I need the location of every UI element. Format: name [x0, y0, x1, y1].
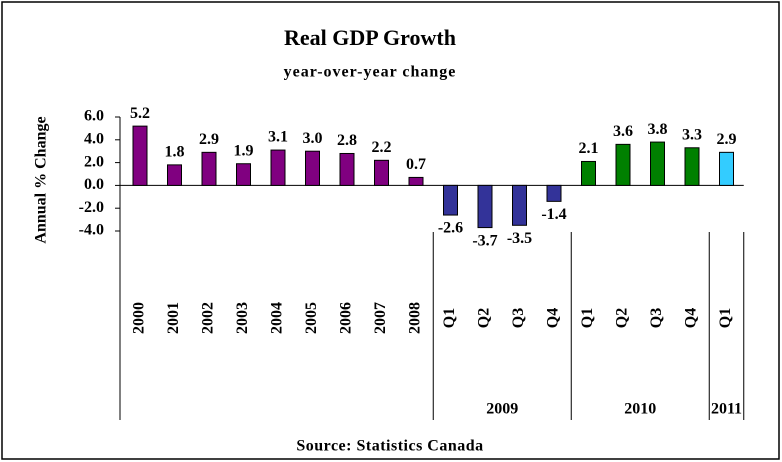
value-label: 0.7 — [406, 156, 426, 173]
bar — [581, 160, 596, 186]
y-tick-label: -2.0 — [79, 199, 104, 216]
value-label: 3.1 — [268, 129, 288, 146]
y-tick-label: 4.0 — [84, 130, 104, 147]
group-label: 2011 — [711, 401, 742, 418]
x-tick-label: Q3 — [648, 308, 665, 328]
value-label: -3.5 — [507, 230, 532, 247]
bar — [305, 150, 320, 186]
value-label: 5.2 — [130, 105, 150, 122]
value-label: -2.6 — [438, 220, 463, 237]
value-label: 1.9 — [234, 142, 254, 159]
value-label: 2.9 — [199, 131, 219, 148]
value-label: 2.2 — [372, 139, 392, 156]
value-label: 2.1 — [579, 140, 599, 157]
bar — [408, 176, 424, 186]
value-label: 1.8 — [165, 144, 185, 161]
value-label: 3.0 — [303, 130, 323, 147]
value-label: 3.6 — [613, 123, 633, 140]
x-tick-label: Q1 — [579, 308, 596, 328]
bar — [477, 184, 493, 229]
x-tick-label: Q3 — [510, 308, 527, 328]
bar — [719, 151, 734, 186]
bar — [615, 143, 631, 186]
chart-subtitle: year-over-year change — [284, 64, 457, 81]
x-tick-label: 2002 — [200, 302, 217, 334]
value-label: -1.4 — [541, 206, 566, 223]
bar — [374, 159, 389, 186]
y-tick-label: -4.0 — [79, 222, 104, 239]
bar — [270, 149, 286, 186]
bar — [201, 151, 217, 186]
x-tick-label: Q4 — [545, 308, 562, 328]
x-tick-label: 2005 — [303, 302, 320, 334]
y-tick-label: 0.0 — [84, 176, 104, 193]
value-label: 2.9 — [717, 131, 737, 148]
x-tick-label: 2000 — [131, 302, 148, 334]
bar — [546, 184, 562, 202]
value-label: 3.3 — [682, 126, 702, 143]
chart-title: Real GDP Growth — [284, 25, 456, 50]
group-label: 2009 — [486, 401, 518, 418]
x-tick-label: Q2 — [476, 308, 493, 328]
y-tick-label: 2.0 — [84, 153, 104, 170]
bar — [650, 141, 665, 186]
x-tick-label: Q1 — [441, 308, 458, 328]
x-tick-label: 2001 — [165, 302, 182, 334]
bar — [443, 184, 458, 216]
x-tick-label: 2008 — [407, 302, 424, 334]
bar — [339, 152, 355, 186]
value-label: -3.7 — [472, 232, 497, 249]
y-axis-label: Annual % Change — [33, 116, 50, 243]
bar — [167, 164, 182, 186]
y-tick-label: 6.0 — [84, 108, 104, 125]
group-label: 2010 — [624, 401, 656, 418]
x-tick-label: Q1 — [717, 308, 734, 328]
value-label: 3.8 — [648, 121, 668, 138]
bar — [684, 147, 700, 186]
x-tick-label: 2007 — [372, 302, 389, 334]
value-label: 2.8 — [337, 132, 357, 149]
x-tick-label: Q2 — [614, 308, 631, 328]
x-tick-label: 2004 — [269, 302, 286, 334]
bar — [512, 184, 527, 226]
x-tick-label: 2003 — [234, 302, 251, 334]
source: Source: Statistics Canada — [296, 438, 483, 455]
bar — [132, 125, 148, 186]
x-tick-label: Q4 — [683, 308, 700, 328]
bar — [236, 163, 251, 186]
x-tick-label: 2006 — [338, 302, 355, 334]
